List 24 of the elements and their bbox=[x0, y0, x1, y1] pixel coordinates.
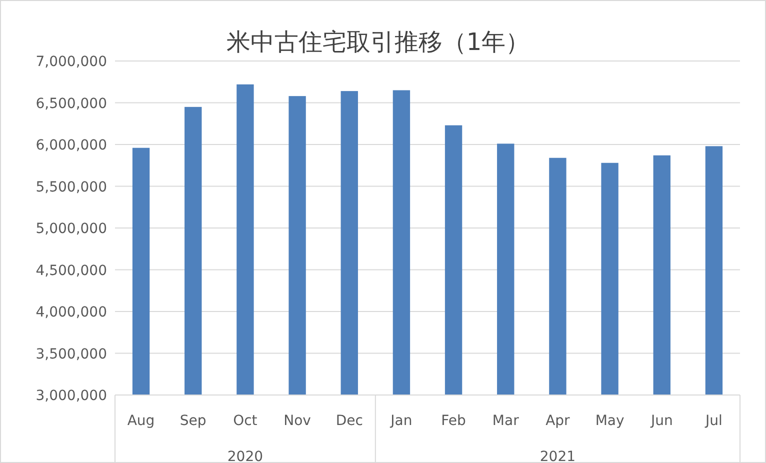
x-tick-label: Nov bbox=[284, 413, 311, 429]
y-tick-label: 4,500,000 bbox=[36, 262, 107, 279]
y-tick-label: 7,000,000 bbox=[36, 54, 107, 70]
y-tick-label: 3,500,000 bbox=[36, 346, 107, 362]
x-tick-label: Dec bbox=[336, 413, 363, 429]
y-tick-label: 5,000,000 bbox=[36, 221, 107, 237]
text: 2020 bbox=[227, 449, 264, 463]
x-tick-label: Sep bbox=[180, 413, 206, 429]
y-tick-label: 5,500,000 bbox=[36, 179, 107, 196]
x-tick-label: Jul bbox=[704, 413, 722, 429]
y-tick-label: 3,000,000 bbox=[36, 388, 107, 404]
x-tick-label: Jun bbox=[650, 413, 673, 429]
text: 2021 bbox=[540, 449, 576, 463]
y-tick-label: 6,000,000 bbox=[36, 138, 107, 154]
x-tick-label: Aug bbox=[127, 413, 155, 429]
y-tick-label: 6,500,000 bbox=[36, 96, 107, 112]
x-tick-label: Jan bbox=[390, 413, 412, 429]
x-tick-label: May bbox=[595, 413, 624, 429]
x-tick-label: Apr bbox=[546, 413, 570, 429]
chart-title: 米中古住宅取引推移（1年） bbox=[226, 28, 530, 56]
x-tick-label: Oct bbox=[233, 413, 258, 429]
x-tick-label: Feb bbox=[441, 413, 466, 429]
y-tick-label: 4,000,000 bbox=[36, 304, 107, 320]
x-tick-label: Mar bbox=[492, 413, 520, 429]
